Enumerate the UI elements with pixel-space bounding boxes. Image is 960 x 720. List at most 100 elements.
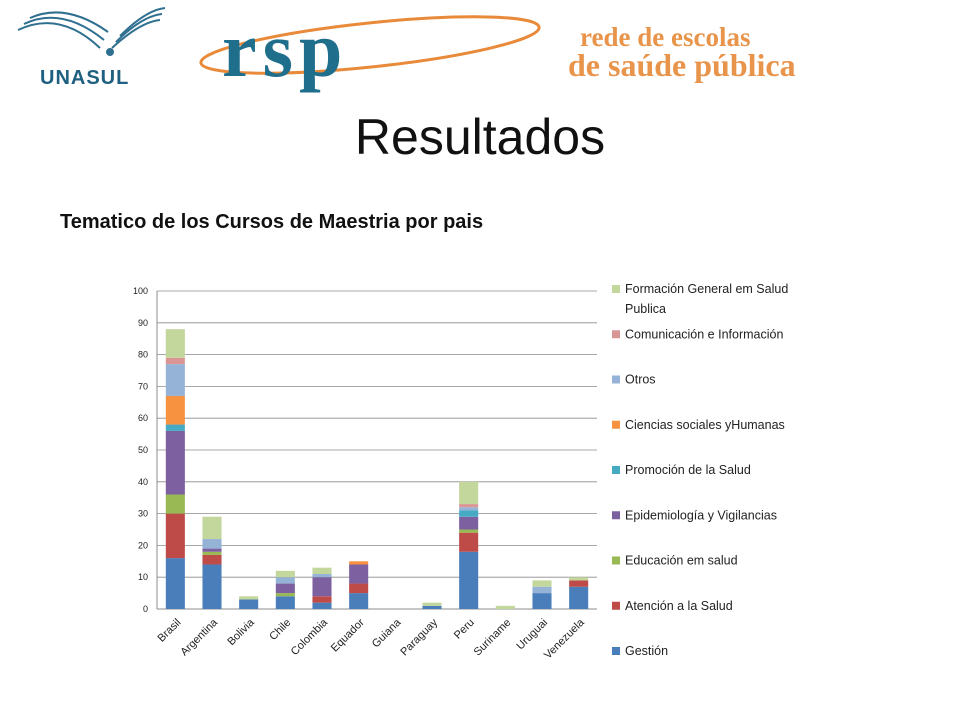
- bar-segment: [459, 507, 479, 511]
- bar-segment: [459, 551, 479, 609]
- bar-segment: [312, 574, 332, 578]
- y-tick-labels: 0 10 20 30 40 50 60 70 80 90 100: [133, 286, 148, 614]
- bar-segment: [239, 596, 259, 600]
- category-label: Peru: [452, 617, 477, 642]
- bar-segment: [459, 532, 479, 552]
- y-tick-label: 90: [138, 318, 148, 328]
- category-label: Equador: [329, 616, 367, 654]
- category-label: Venezuela: [542, 616, 587, 661]
- slide-title: Resultados: [354, 109, 606, 165]
- legend-label: Atención a la Salud: [625, 599, 733, 613]
- bar-segment: [459, 510, 479, 517]
- bar-segment: [165, 357, 185, 365]
- legend-label: Publica: [625, 302, 666, 316]
- category-label: Bolivia: [225, 616, 257, 648]
- unasul-wings-icon: [17, 7, 166, 56]
- bar-segment: [422, 602, 442, 606]
- rsp-wordmark: rsp: [222, 6, 348, 93]
- legend-label: Comunicación e Información: [625, 327, 783, 341]
- bar-segment: [569, 586, 589, 609]
- gridlines: [157, 290, 597, 610]
- bar-segment: [165, 558, 185, 609]
- bar-segment: [275, 596, 295, 609]
- bar-segment: [312, 596, 332, 603]
- rsp-logo: rsp rede de escolas de saúde pública: [199, 6, 796, 93]
- bar-segment: [275, 570, 295, 578]
- y-tick-label: 10: [138, 572, 148, 582]
- y-tick-label: 100: [133, 286, 148, 296]
- bar-segment: [532, 593, 552, 609]
- y-tick-label: 60: [138, 413, 148, 423]
- bar-segment: [165, 424, 185, 431]
- bar-segment: [165, 329, 185, 358]
- legend-label: Otros: [625, 373, 656, 387]
- unasul-wordmark: UNASUL: [40, 67, 129, 89]
- header-logos: UNASUL rsp rede de escolas de saúde públ…: [17, 6, 796, 93]
- bar-segment: [532, 586, 552, 594]
- y-tick-label: 30: [138, 509, 148, 519]
- legend-label: Educación em salud: [625, 554, 738, 568]
- axes: [156, 291, 597, 610]
- legend-swatch: [612, 375, 620, 384]
- y-tick-label: 0: [143, 604, 148, 614]
- category-label: Uruguai: [514, 617, 550, 653]
- bar-segment: [532, 580, 552, 587]
- category-label: Guiana: [370, 616, 404, 650]
- bar-segment: [312, 577, 332, 597]
- y-tick-label: 80: [138, 350, 148, 360]
- bar-segment: [349, 561, 369, 565]
- bar-segment: [569, 580, 589, 587]
- network-name-line2: de saúde pública: [568, 47, 796, 83]
- legend-swatch: [612, 601, 620, 610]
- bar-segment: [422, 605, 442, 609]
- legend-label: Gestión: [625, 644, 668, 658]
- bar-segment: [165, 430, 185, 495]
- bar-segment: [202, 551, 222, 555]
- bar-segment: [202, 539, 222, 549]
- legend-swatch: [612, 330, 620, 339]
- legend: Formación General em Salud Publica Comunic…: [612, 282, 788, 658]
- bar-segment: [202, 554, 222, 565]
- bars: [165, 329, 589, 609]
- category-label: Brasil: [156, 617, 184, 645]
- legend-label: Epidemiología y Vigilancias: [625, 508, 777, 522]
- bar-segment: [239, 599, 259, 609]
- category-label: Suriname: [472, 617, 514, 659]
- bar-segment: [202, 564, 222, 609]
- category-label: Paraguay: [398, 616, 440, 658]
- y-tick-label: 50: [138, 445, 148, 455]
- unasul-logo: UNASUL: [17, 7, 166, 89]
- bar-segment: [275, 593, 295, 597]
- bar-segment: [459, 516, 479, 530]
- legend-label: Ciencias sociales yHumanas: [625, 418, 785, 432]
- category-label: Chile: [267, 617, 293, 643]
- bar-segment: [459, 529, 479, 533]
- bar-segment: [349, 593, 369, 609]
- network-name-line1: rede de escolas: [580, 22, 750, 52]
- legend-swatch: [612, 466, 620, 474]
- category-label: Colombia: [289, 616, 331, 658]
- legend-label: Formación General em Salud: [625, 282, 788, 296]
- legend-swatch: [612, 556, 620, 565]
- bar-segment: [165, 494, 185, 514]
- y-tick-label: 70: [138, 381, 148, 391]
- y-tick-label: 40: [138, 477, 148, 487]
- bar-segment: [165, 364, 185, 396]
- chart-heading: Tematico de los Cursos de Maestria por p…: [60, 211, 484, 233]
- legend-swatch: [612, 647, 620, 655]
- bar-segment: [349, 583, 369, 594]
- bar-segment: [202, 548, 222, 552]
- bar-segment: [495, 605, 515, 609]
- bar-segment: [165, 395, 185, 425]
- legend-swatch: [612, 511, 620, 520]
- category-label: Argentina: [178, 616, 220, 658]
- legend-label: Promoción de la Salud: [625, 463, 751, 477]
- legend-swatch: [612, 420, 620, 429]
- bar-segment: [202, 516, 222, 540]
- bar-segment: [459, 481, 479, 505]
- y-tick-label: 20: [138, 540, 148, 550]
- bar-segment: [312, 602, 332, 609]
- bar-segment: [275, 583, 295, 594]
